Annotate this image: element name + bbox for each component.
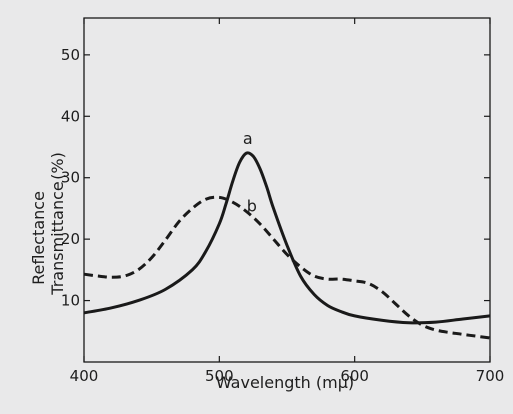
- y-axis-unit-label: (%): [48, 152, 67, 180]
- y-tick-label: 20: [61, 230, 80, 248]
- x-axis-label: Wavelength (mμ): [216, 373, 354, 392]
- x-tick-label: 600: [340, 367, 369, 385]
- x-tick-label: 700: [476, 367, 505, 385]
- curve-label-b: b: [247, 197, 257, 216]
- labels-group: Wavelength (mμ) Reflectance Transmittanc…: [29, 129, 354, 392]
- y-axis-label-transmittance: Transmittance: [48, 181, 67, 295]
- x-tick-label: 400: [70, 367, 99, 385]
- ticks-group: 10 20 30 40 50 400 500 600 700: [61, 18, 504, 385]
- y-tick-label: 40: [61, 107, 80, 125]
- plot-frame-group: [83, 17, 491, 363]
- y-tick-label: 10: [61, 292, 80, 310]
- y-tick-label: 50: [61, 46, 80, 64]
- y-tick-label: 30: [61, 169, 80, 187]
- y-axis-label-reflectance: Reflectance: [29, 191, 48, 285]
- series-a-line: [83, 151, 491, 325]
- series-b-line: [83, 195, 491, 340]
- series-group: [83, 151, 491, 340]
- curve-label-a: a: [243, 129, 253, 148]
- plot-frame: [83, 17, 491, 363]
- x-tick-label: 500: [205, 367, 234, 385]
